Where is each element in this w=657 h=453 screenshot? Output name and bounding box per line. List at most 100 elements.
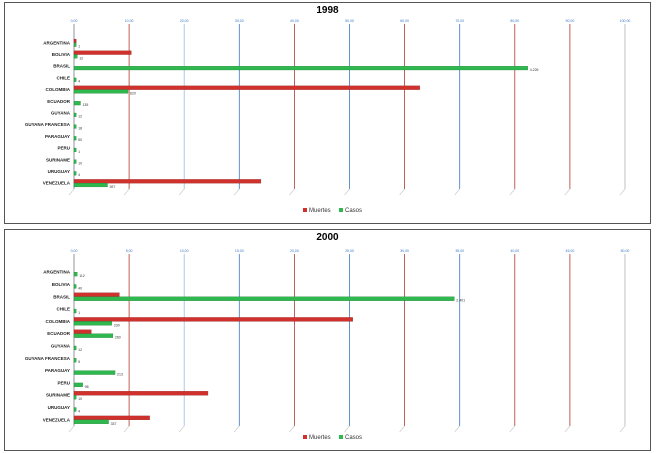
category-label: VENEZUELA [43,181,71,186]
data-label: 50 [78,138,82,142]
category-label: ECUADOR [47,331,71,336]
data-label: 4 [78,173,80,177]
chart-panel-2000: 2000 0,00 5,00 10,00 15,00 20,00 25,00 30,00 35… [4,229,651,451]
legend-label-casos: Casos [345,208,362,214]
tick-label: 0,00 [71,19,78,23]
bar-muertes [73,38,77,43]
data-label: 5 [78,360,80,364]
tick-label: 50,00 [345,19,354,23]
legend-swatch-muertes [303,208,307,212]
data-label: 4.226 [530,68,539,72]
data-label: 1 [78,311,80,315]
gridline-floor [619,425,626,433]
legend-swatch-casos [339,435,343,439]
category-label: PARAGUAY [45,368,70,373]
bar-casos [73,296,455,301]
bar-casos [73,183,108,188]
tick-label: 20,00 [180,19,189,23]
tick-label: 80,00 [510,19,519,23]
category-label: CHILE [57,307,71,312]
bar-muertes [73,317,353,322]
data-label: 260 [115,336,121,340]
chart-title: 1998 [316,5,339,16]
tick-label: 40,00 [290,19,299,23]
bar-casos [73,419,109,424]
bar-casos [73,77,77,82]
tick-label: 70,00 [455,19,464,23]
gridline-floor [289,188,295,196]
gridline-floor [234,188,240,196]
tick-label: 20,00 [290,249,299,253]
tick-label: 10,00 [180,249,189,253]
bar-casos [73,272,78,277]
bar-casos [73,395,77,400]
category-label: GUYANA [51,111,71,116]
gridline-floor [344,425,350,433]
bar-casos [73,370,116,375]
tick-label: 5,00 [126,249,133,253]
data-label: 10 [78,397,82,401]
tick-label: 30,00 [400,249,409,253]
data-label: 230 [114,323,120,327]
gridline-floor [399,188,405,196]
bar-casos [73,159,77,164]
bar-casos [73,333,114,338]
bar-casos [73,101,81,106]
category-label: BOLIVIA [52,282,71,287]
bar-casos [73,321,112,326]
bar-casos [73,136,77,141]
gridline-floor [68,188,75,196]
bar-casos [73,358,77,363]
data-label: 18 [78,126,82,130]
chart-plot-1998: 0,00 10,00 20,00 30,00 40,00 50,00 60,00 70,00 8… [25,19,631,214]
chart-plot-2000: 0,00 5,00 10,00 15,00 20,00 25,00 30,00 35,00 40… [25,249,630,441]
data-label: 12 [78,115,82,119]
bar-muertes [73,391,209,396]
category-label: PARAGUAY [45,134,70,139]
data-label: 135 [82,103,88,107]
category-label: URUGUAY [48,405,70,410]
tick-label: 10,00 [125,19,134,23]
tick-label: 100,00 [620,19,631,23]
tick-label: 15,00 [235,249,244,253]
category-label: SURINAME [46,157,70,162]
data-label: 12 [78,348,82,352]
gridline-floor [454,425,460,433]
legend-swatch-muertes [303,435,307,439]
gridline-floor [399,425,405,433]
bar-muertes [73,85,420,90]
bar-casos [73,89,129,94]
gridline-floor [123,188,130,196]
chart-panel-1998: 1998 0,00 10,00 20,00 30,00 40,00 50,00 60,00 7… [4,2,651,224]
data-label: 98 [85,385,89,389]
tick-label: 25,00 [345,249,354,253]
category-label: PERU [57,380,70,385]
tick-label: 0,00 [71,249,78,253]
gridline-floor [564,188,571,196]
bar-casos [73,66,528,71]
category-label: BOLIVIA [52,52,71,57]
bar-muertes [73,179,262,184]
bar-muertes [73,292,120,297]
data-label: 1 [78,150,80,154]
category-label: CHILE [57,75,71,80]
category-label: COLOMBIA [46,87,71,92]
tick-label: 30,00 [235,19,244,23]
bar-casos [73,147,77,152]
gridline-floor [178,188,185,196]
gridline-floor [68,425,75,433]
tick-label: 45,00 [566,249,575,253]
bar-casos [73,345,77,351]
bar-casos [73,124,77,129]
data-label: 112 [79,274,85,278]
data-label: 337 [111,422,117,426]
bar-casos [73,308,77,314]
chart-title: 2000 [316,232,339,243]
gridline-floor [454,188,460,196]
bar-casos [73,42,77,47]
category-label: VENEZUELA [43,417,71,422]
gridline-floor [619,188,626,196]
category-label: GUYANA FRANCESA [25,356,71,361]
gridline-floor [344,188,350,196]
category-label: GUYANA FRANCESA [25,122,71,127]
